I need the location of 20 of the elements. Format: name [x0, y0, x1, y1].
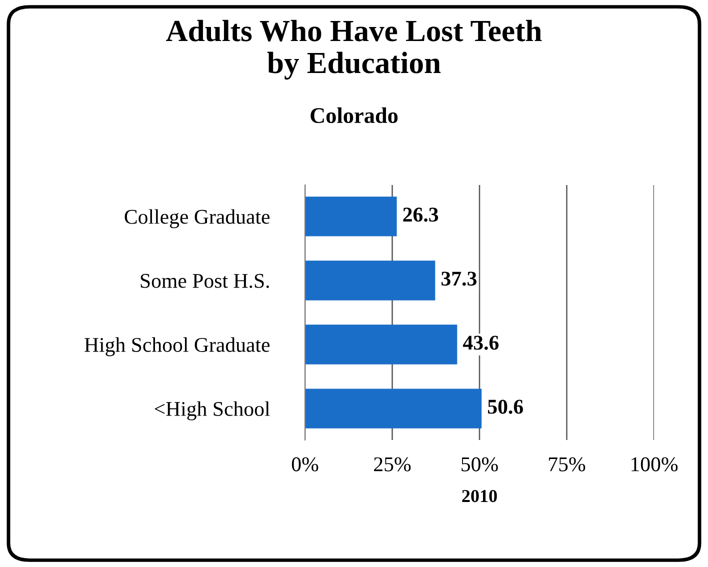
x-tick-label: 75%: [549, 457, 586, 472]
y-tick-label: Some Post H.S.: [140, 274, 269, 288]
data-label: 26.3: [403, 208, 438, 222]
chart-title: Adults Who Have Lost Teeth by Education: [166, 20, 542, 80]
x-tick-label: 0%: [292, 457, 318, 472]
bar: [305, 196, 397, 236]
bar: [305, 324, 458, 364]
y-tick-label: College Graduate: [124, 209, 270, 228]
bar: [305, 388, 482, 428]
chart-subtitle: Colorado: [310, 107, 398, 124]
data-label: 43.6: [463, 336, 499, 350]
data-label: 50.6: [488, 400, 523, 414]
data-label: 37.3: [442, 272, 476, 286]
x-tick-label: 25%: [374, 457, 411, 472]
x-tick-label: 100%: [632, 457, 678, 472]
y-tick-label: <High School: [154, 401, 270, 420]
x-axis-title: 2010: [462, 490, 497, 502]
y-tick-label: High School Graduate: [84, 337, 270, 356]
bar: [305, 260, 436, 300]
x-tick-label: 50%: [462, 457, 498, 472]
